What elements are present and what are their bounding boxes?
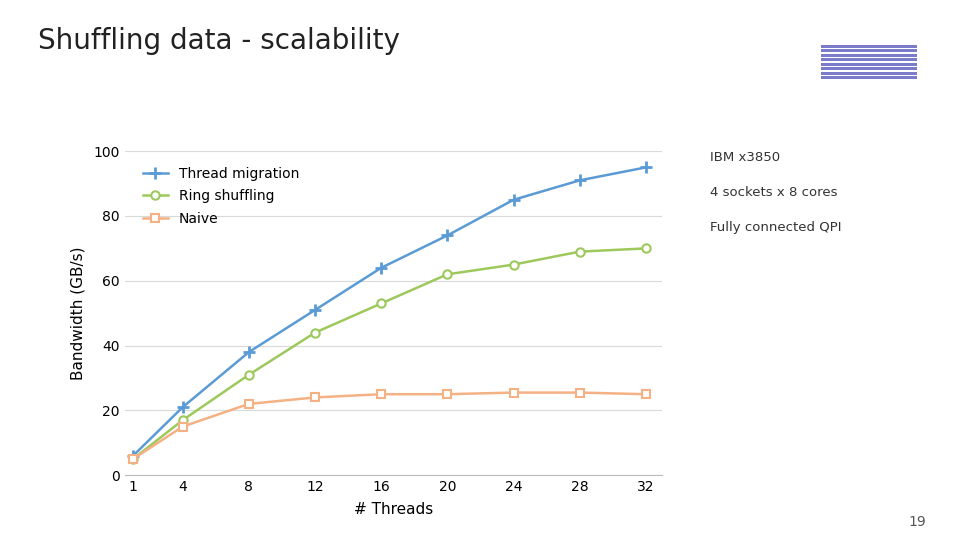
Thread migration	[508, 197, 519, 203]
Thread migration	[574, 177, 586, 184]
Ring shuffling	[508, 261, 519, 268]
Text: 19: 19	[909, 515, 926, 529]
Thread migration	[309, 307, 321, 313]
Text: Fully connected QPI: Fully connected QPI	[710, 221, 842, 234]
Ring shuffling	[177, 417, 188, 423]
Ring shuffling	[574, 248, 586, 255]
Naive	[640, 391, 652, 397]
Ring shuffling	[243, 372, 254, 378]
Ring shuffling	[640, 245, 652, 252]
Naive	[574, 389, 586, 396]
Thread migration	[128, 453, 139, 459]
Ring shuffling	[442, 271, 453, 278]
Bar	[821, 72, 917, 75]
Bar	[821, 68, 917, 70]
Line: Thread migration: Thread migration	[128, 162, 652, 461]
Ring shuffling	[375, 300, 387, 307]
Thread migration	[640, 164, 652, 171]
Text: Shuffling data - scalability: Shuffling data - scalability	[38, 27, 400, 55]
Bar	[821, 77, 917, 79]
Thread migration	[177, 404, 188, 410]
Y-axis label: Bandwidth (GB/s): Bandwidth (GB/s)	[70, 246, 85, 380]
Line: Ring shuffling: Ring shuffling	[129, 244, 650, 463]
Naive	[508, 389, 519, 396]
Thread migration	[243, 349, 254, 355]
Naive	[243, 401, 254, 407]
Thread migration	[442, 232, 453, 239]
Bar	[821, 63, 917, 66]
X-axis label: # Threads: # Threads	[354, 502, 433, 517]
Naive	[375, 391, 387, 397]
Bar	[821, 45, 917, 48]
Naive	[442, 391, 453, 397]
Naive	[128, 456, 139, 462]
Legend: Thread migration, Ring shuffling, Naive: Thread migration, Ring shuffling, Naive	[137, 161, 304, 231]
Naive	[177, 423, 188, 430]
Ring shuffling	[309, 329, 321, 336]
Thread migration	[375, 265, 387, 271]
Bar	[821, 58, 917, 62]
Naive	[309, 394, 321, 401]
Bar	[821, 54, 917, 57]
Ring shuffling	[128, 456, 139, 462]
Text: IBM x3850: IBM x3850	[710, 151, 780, 164]
Bar	[821, 49, 917, 52]
Text: 4 sockets x 8 cores: 4 sockets x 8 cores	[710, 186, 838, 199]
Line: Naive: Naive	[129, 388, 650, 463]
